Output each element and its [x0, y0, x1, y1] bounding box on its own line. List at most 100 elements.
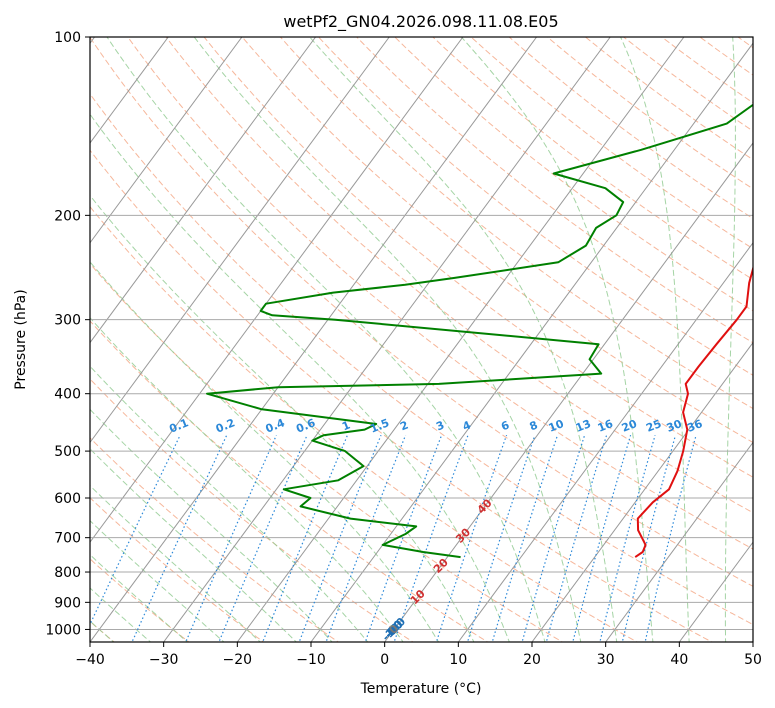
dry-adiabat-label: 10 — [408, 587, 428, 607]
dry-adiabat-line — [317, 37, 753, 376]
y-tick-label: 300 — [54, 313, 81, 329]
x-tick-label: 0 — [380, 652, 389, 668]
mixing-ratio-line — [262, 434, 348, 642]
isotherm-line — [605, 441, 753, 642]
y-tick-label: 600 — [54, 491, 81, 507]
dry-adiabat-line — [90, 149, 713, 642]
y-axis-title: Pressure (hPa) — [13, 289, 29, 389]
mixing-ratio-label: 0.4 — [264, 416, 287, 435]
isotherm-line — [457, 241, 753, 642]
isotherm-line — [531, 341, 753, 642]
moist-adiabat-line — [620, 37, 690, 642]
moist-adiabat-line — [90, 520, 225, 642]
mixing-ratio-label: 30 — [665, 417, 684, 435]
dry-adiabat-line — [394, 37, 753, 312]
dry-adiabat-line — [699, 37, 753, 76]
mixing-ratio-line — [218, 434, 308, 642]
dry-adiabat-line — [90, 320, 489, 642]
mixing-ratio-line — [644, 435, 697, 642]
dry-adiabat-line — [241, 37, 753, 444]
dry-adiabat-line — [90, 93, 753, 626]
y-tick-label: 200 — [54, 208, 81, 224]
mixing-ratio-label: 1 — [340, 418, 352, 433]
mixing-ratio-label: 13 — [574, 417, 593, 435]
mixing-ratio-line — [90, 434, 181, 626]
x-tick-label: −10 — [296, 652, 326, 668]
moist-adiabat-line — [90, 484, 261, 642]
mixing-ratio-line — [131, 434, 228, 642]
mixing-ratio-line — [364, 434, 443, 642]
mixing-ratio-label: 6 — [499, 418, 511, 433]
isotherm-line — [384, 142, 753, 642]
mixing-ratio-line — [435, 434, 508, 642]
mixing-ratio-line — [621, 435, 677, 642]
dry-adiabat-label: 20 — [431, 556, 451, 576]
x-tick-label: 20 — [523, 652, 541, 668]
moist-adiabat-line — [193, 37, 582, 642]
dry-adiabat-line — [90, 497, 265, 642]
mixing-ratio-label: 3 — [434, 418, 446, 433]
moist-adiabat-line — [90, 448, 298, 642]
mixing-ratio-label: 16 — [596, 417, 615, 435]
x-tick-label: 10 — [449, 652, 467, 668]
isotherm-line — [90, 37, 464, 544]
y-tick-label: 900 — [54, 595, 81, 611]
isotherm-line — [90, 37, 537, 642]
moist-adiabat-line — [308, 37, 618, 642]
isotherm-line — [163, 37, 611, 642]
mixing-ratio-label: 10 — [547, 417, 566, 435]
y-tick-label: 700 — [54, 531, 81, 547]
dry-adiabat-label: 30 — [453, 525, 473, 545]
mixing-ratio-line — [491, 435, 559, 642]
isotherm-line — [90, 37, 316, 344]
x-tick-label: 30 — [597, 652, 615, 668]
mixing-ratio-line — [466, 435, 536, 642]
mixing-ratio-label: 8 — [528, 418, 540, 433]
moist-adiabat-line — [90, 261, 440, 642]
dry-adiabat-line — [622, 37, 753, 132]
x-tick-label: −40 — [75, 652, 105, 668]
moist-adiabat-line — [460, 37, 654, 642]
x-tick-label: 50 — [744, 652, 762, 668]
mixing-ratio-label: 0.1 — [167, 416, 190, 435]
x-axis-title: Temperature (°C) — [360, 681, 482, 697]
isotherm-line — [90, 37, 243, 244]
mixing-ratio-label: 0.2 — [214, 416, 237, 435]
isotherm-line — [236, 37, 685, 642]
moist-adiabat-line — [106, 37, 546, 642]
moist-adiabat-line — [90, 317, 404, 642]
mixing-ratio-line — [298, 434, 382, 642]
moist-adiabat-line — [90, 113, 510, 642]
moist-adiabat-line — [762, 24, 775, 645]
mixing-ratio-line — [545, 435, 608, 642]
plot-frame — [89, 36, 754, 643]
dry-adiabat-line — [737, 37, 753, 49]
y-tick-label: 400 — [54, 387, 81, 403]
dry-adiabat-line — [90, 37, 753, 587]
mixing-ratio-label: 2 — [398, 418, 410, 433]
dry-adiabat-line — [660, 37, 753, 104]
dry-adiabat-line — [127, 37, 753, 550]
isotherm-line — [90, 37, 169, 144]
mixing-ratio-label: 36 — [685, 417, 704, 435]
isotherm-line — [90, 37, 390, 444]
mixing-ratio-line — [572, 435, 632, 642]
mixing-ratio-line — [185, 434, 277, 642]
temperature-profile-line — [634, 265, 753, 558]
mixing-ratio-line — [393, 434, 469, 642]
mixing-ratio-label: 0.6 — [294, 416, 317, 435]
dewpoint-profile-line — [206, 103, 753, 559]
dry-adiabat-line — [165, 37, 753, 514]
moist-adiabat-line — [724, 37, 736, 642]
dry-adiabat-line — [470, 37, 753, 250]
mixing-ratio-label: 4 — [461, 418, 473, 433]
chart-title: wetPf2_GN04.2026.098.11.08.E05 — [283, 12, 558, 32]
x-tick-label: −30 — [149, 652, 179, 668]
x-tick-label: −20 — [223, 652, 253, 668]
y-tick-label: 500 — [54, 444, 81, 460]
mixing-ratio-label: 25 — [644, 417, 663, 435]
y-tick-label: 800 — [54, 565, 81, 581]
dry-adiabat-line — [90, 437, 340, 642]
x-tick-label: 40 — [670, 652, 688, 668]
